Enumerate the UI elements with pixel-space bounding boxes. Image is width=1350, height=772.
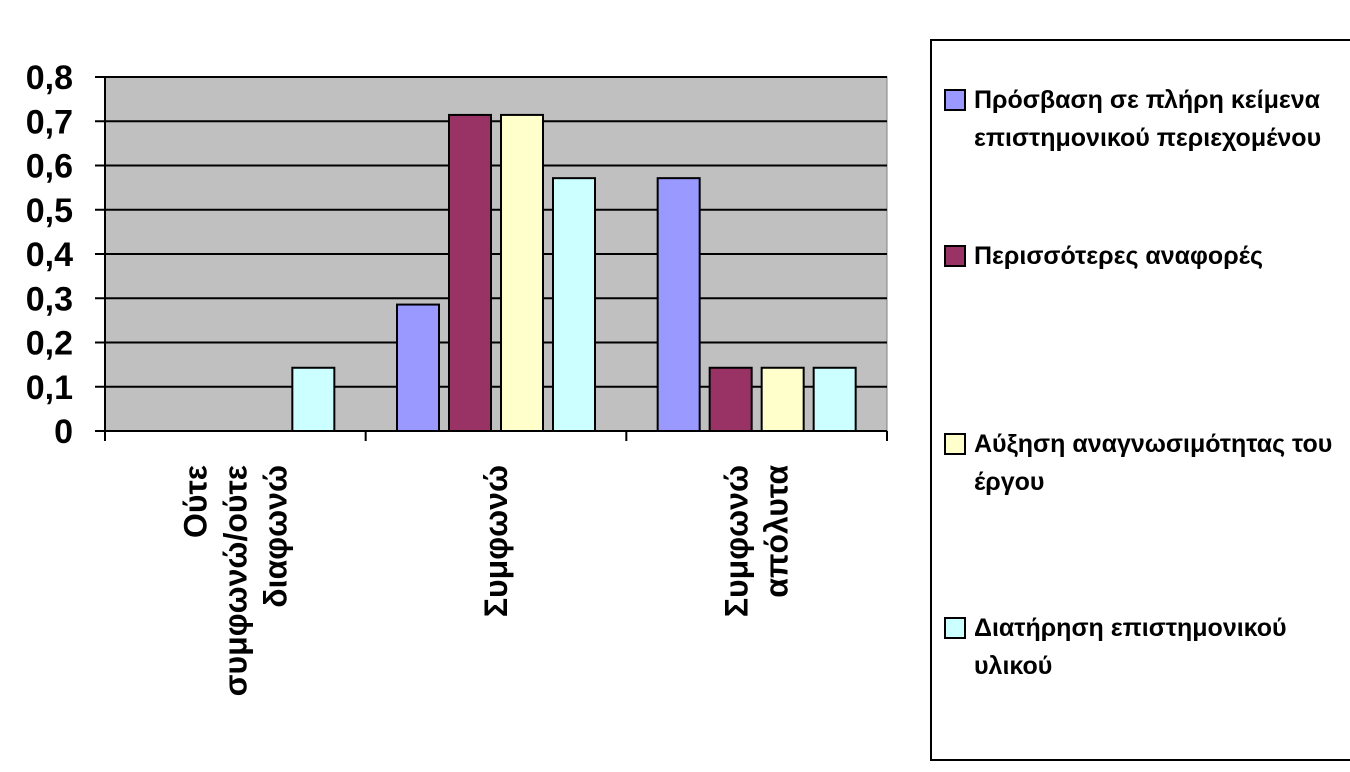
- x-category-label: Συμφωνώ: [719, 465, 755, 617]
- bar: [656, 177, 701, 432]
- legend-label-3: Αύξηση αναγνωσιμότητας του έργου: [974, 430, 1333, 496]
- y-tick-label: 0,1: [26, 369, 73, 407]
- axes: [95, 76, 888, 441]
- legend-label-4: Διατήρηση επιστημονικού υλικού: [974, 614, 1287, 680]
- bar: [760, 366, 805, 433]
- legend-swatch-4: [944, 617, 966, 639]
- bar: [291, 366, 336, 433]
- y-tick-label: 0,3: [26, 280, 73, 318]
- y-tick-label: 0: [54, 413, 73, 451]
- x-category-label: διαφωνώ: [257, 465, 293, 608]
- x-category-label: Ούτε: [177, 465, 213, 538]
- y-axis-tick-labels: 0 0,1 0,2 0,3 0,4 0,5 0,6 0,7 0,8: [26, 59, 73, 451]
- legend-swatch-3: [944, 433, 966, 455]
- y-tick-label: 0,6: [26, 148, 73, 186]
- bar: [396, 303, 440, 433]
- legend-label-2: Περισσότερες αναφορές: [974, 242, 1263, 270]
- bar: [708, 366, 753, 433]
- bar: [448, 113, 492, 433]
- x-category-label: απόλυτα: [759, 465, 795, 598]
- y-tick-label: 0,4: [26, 236, 73, 274]
- y-tick-label: 0,5: [26, 192, 73, 230]
- x-category-label: Συμφωνώ: [478, 465, 514, 617]
- legend-label-1: Πρόσβαση σε πλήρη κείμενα επιστημονικού …: [974, 86, 1322, 152]
- y-tick-label: 0,7: [26, 103, 73, 141]
- legend-swatch-2: [944, 245, 966, 267]
- x-axis-category-labels: Ούτε συμφωνώ/ούτε διαφωνώ Συμφωνώ Συμφωνώ από…: [177, 465, 794, 697]
- bar: [812, 366, 857, 433]
- gridlines: [105, 76, 887, 388]
- legend-swatch-1: [944, 89, 966, 111]
- y-tick-label: 0,8: [26, 59, 73, 97]
- bar: [500, 113, 544, 433]
- bar: [552, 177, 596, 432]
- bars-group: [291, 113, 857, 433]
- legend: Πρόσβαση σε πλήρη κείμενα επιστημονικού …: [930, 39, 1350, 761]
- x-category-label: συμφωνώ/ούτε: [217, 465, 253, 696]
- y-tick-label: 0,2: [26, 325, 73, 363]
